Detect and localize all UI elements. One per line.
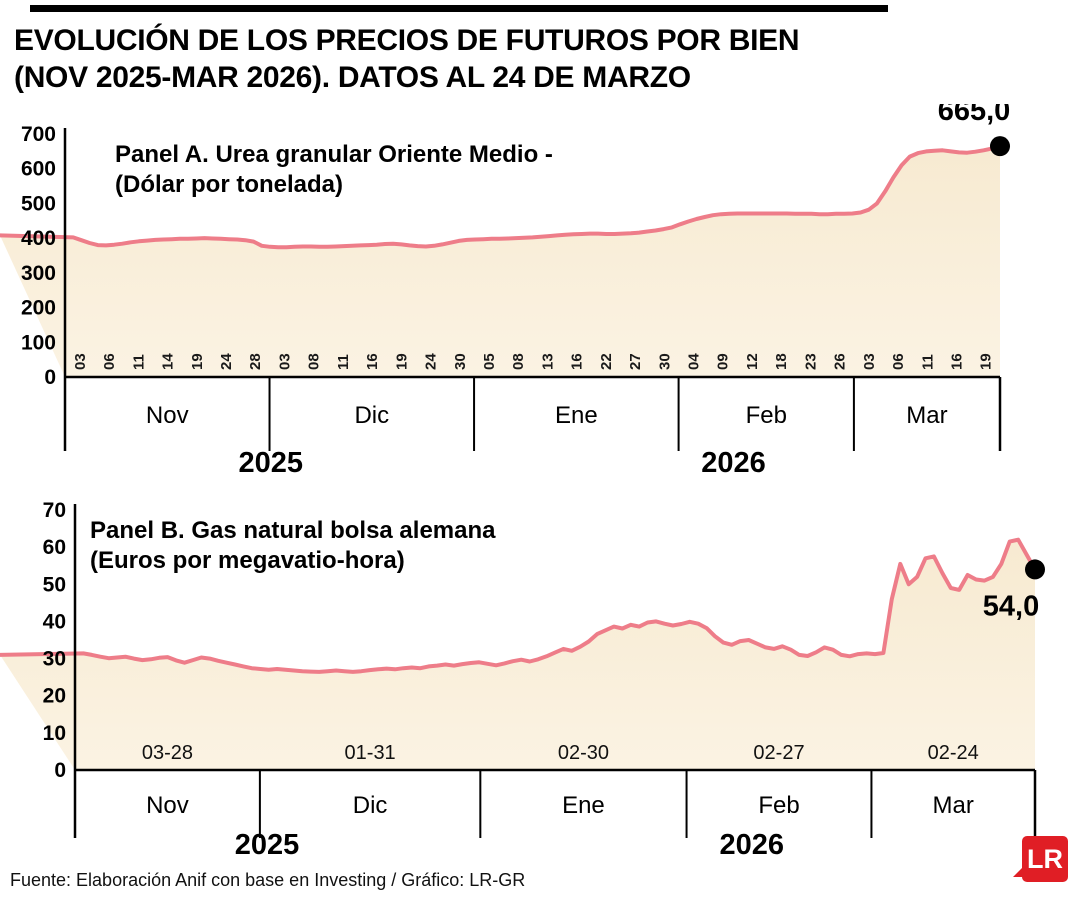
y-axis-label: 60 — [43, 536, 66, 559]
x-tick-label: 27 — [627, 353, 644, 370]
year-label: 2025 — [238, 447, 303, 479]
panel-a-chart: 0 100 200 300 400 500 600 700 Nov Dic Ene Feb Mar 202… — [0, 104, 1011, 479]
x-tick-label: 11 — [335, 354, 352, 370]
x-tick-label: 03 — [72, 353, 89, 370]
month-label: Nov — [146, 402, 189, 429]
month-label: Feb — [758, 792, 799, 819]
x-tick-label: 06 — [890, 353, 907, 370]
x-tick-label: 08 — [306, 353, 323, 370]
x-tick-label: 24 — [218, 353, 235, 370]
x-tick-label: 06 — [101, 353, 118, 370]
year-label: 2025 — [235, 829, 300, 861]
title-line1: EVOLUCIÓN DE LOS PRECIOS DE FUTUROS POR … — [14, 24, 800, 57]
y-axis-label: 20 — [43, 685, 66, 708]
x-tick-label: 26 — [832, 353, 849, 370]
y-axis-label: 70 — [43, 499, 66, 522]
x-tick-label: 08 — [510, 353, 527, 370]
month-label: Ene — [555, 402, 598, 429]
month-label: Dic — [354, 402, 389, 429]
y-axis-label: 0 — [54, 759, 66, 782]
x-tick-label: 03 — [276, 353, 293, 370]
x-tick-label: 19 — [978, 353, 995, 370]
price-line — [0, 537, 1037, 674]
area-fill — [0, 539, 1035, 770]
date-range-label: 02-27 — [753, 742, 804, 764]
y-axis-label: 200 — [21, 297, 56, 320]
source-note: Fuente: Elaboración Anif con base en Inv… — [10, 870, 526, 890]
x-tick-label: 11 — [130, 354, 147, 370]
date-range-label: 01-31 — [345, 742, 396, 764]
area-fill — [0, 146, 1000, 377]
y-axis-label: 30 — [43, 648, 66, 671]
x-tick-label: 03 — [861, 353, 878, 370]
panel-title-line1: Panel A. Urea granular Oriente Medio - — [115, 141, 553, 168]
lr-logo-text: LR — [1027, 843, 1063, 874]
panel-title-line2: (Dólar por tonelada) — [115, 171, 343, 198]
y-axis-label: 500 — [21, 192, 56, 215]
y-axis-label: 50 — [43, 573, 66, 596]
date-range-label: 03-28 — [142, 742, 193, 764]
month-label: Nov — [146, 792, 189, 819]
x-tick-label: 16 — [569, 353, 586, 370]
x-tick-label: 28 — [247, 353, 264, 370]
x-tick-label: 19 — [189, 353, 206, 370]
y-axis-label: 400 — [21, 227, 56, 250]
x-tick-label: 14 — [160, 353, 177, 370]
panel-b-chart: 0 10 20 30 40 50 60 70 Nov Dic Ene Feb Mar 2025 2026 03… — [0, 499, 1045, 861]
month-label: Mar — [906, 402, 947, 429]
x-tick-label: 30 — [656, 353, 673, 370]
y-axis-label: 600 — [21, 158, 56, 181]
month-label: Mar — [933, 792, 974, 819]
top-rule — [30, 5, 888, 12]
x-tick-label: 16 — [364, 353, 381, 370]
endpoint-marker — [990, 136, 1010, 157]
month-label: Ene — [562, 792, 605, 819]
x-tick-label: 18 — [773, 353, 790, 370]
date-range-label: 02-30 — [558, 742, 609, 764]
x-tick-label: 09 — [715, 353, 732, 370]
x-tick-label: 11 — [919, 354, 936, 370]
y-axis-label: 700 — [21, 123, 56, 146]
panel-title-line1: Panel B. Gas natural bolsa alemana — [90, 517, 496, 544]
x-tick-label: 04 — [685, 353, 702, 370]
x-tick-label: 19 — [393, 353, 410, 370]
year-label: 2026 — [701, 447, 766, 479]
y-axis-label: 40 — [43, 610, 66, 633]
x-tick-label: 22 — [598, 353, 615, 370]
y-axis-label: 10 — [43, 722, 66, 745]
last-value-label: 665,0 — [938, 104, 1011, 127]
price-line — [0, 144, 1002, 250]
year-label: 2026 — [720, 829, 785, 861]
panel-title-line2: (Euros por megavatio-hora) — [90, 547, 405, 574]
title-line2: (NOV 2025-MAR 2026). DATOS AL 24 DE MARZ… — [14, 61, 691, 94]
date-range-label: 02-24 — [928, 742, 979, 764]
month-label: Feb — [746, 402, 787, 429]
y-axis-label: 100 — [21, 331, 56, 354]
last-value-label: 54,0 — [983, 590, 1039, 622]
y-axis-label: 300 — [21, 262, 56, 285]
month-label: Dic — [353, 792, 388, 819]
x-tick-label: 13 — [539, 353, 556, 370]
x-tick-label: 05 — [481, 353, 498, 370]
x-tick-label: 12 — [744, 353, 761, 370]
endpoint-marker — [1025, 559, 1045, 580]
page-title: EVOLUCIÓN DE LOS PRECIOS DE FUTUROS POR … — [14, 22, 800, 96]
lr-logo: LR — [1013, 836, 1068, 882]
y-axis-label: 0 — [44, 366, 56, 389]
x-tick-label: 24 — [422, 353, 439, 370]
x-tick-label: 30 — [452, 353, 469, 370]
x-tick-label: 23 — [802, 353, 819, 370]
x-tick-label: 16 — [948, 353, 965, 370]
